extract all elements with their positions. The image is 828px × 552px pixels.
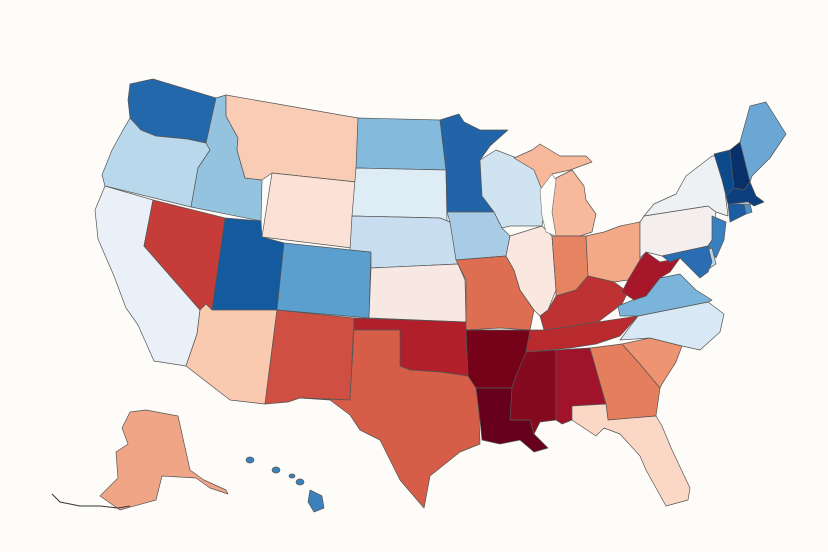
state-MD[interactable] <box>661 245 713 279</box>
state-MI-upper[interactable] <box>513 143 593 191</box>
state-AZ[interactable] <box>185 303 278 405</box>
state-MA[interactable] <box>725 181 765 207</box>
state-ME[interactable] <box>739 101 787 183</box>
lake-michigan <box>539 173 557 237</box>
state-NY[interactable] <box>643 155 729 217</box>
state-MN[interactable] <box>439 113 509 213</box>
state-MI[interactable] <box>551 169 597 237</box>
state-ND[interactable] <box>355 117 447 171</box>
state-NJ[interactable] <box>707 215 727 259</box>
state-NC[interactable] <box>619 301 725 351</box>
state-RI[interactable] <box>743 203 753 215</box>
state-TN[interactable] <box>525 315 639 353</box>
state-TX[interactable] <box>299 329 481 509</box>
state-WV[interactable] <box>621 251 681 301</box>
state-FL[interactable] <box>571 403 691 507</box>
state-AK[interactable] <box>99 409 229 511</box>
state-HI[interactable] <box>245 456 325 513</box>
state-KS[interactable] <box>368 263 467 323</box>
state-WY[interactable] <box>261 172 357 249</box>
state-CO[interactable] <box>276 242 372 319</box>
alaska-aleutians <box>51 493 131 509</box>
state-SD[interactable] <box>351 167 448 223</box>
state-CT[interactable] <box>727 203 747 223</box>
state-NM[interactable] <box>264 309 355 405</box>
state-WA[interactable] <box>127 78 217 144</box>
state-MT[interactable] <box>225 94 359 183</box>
